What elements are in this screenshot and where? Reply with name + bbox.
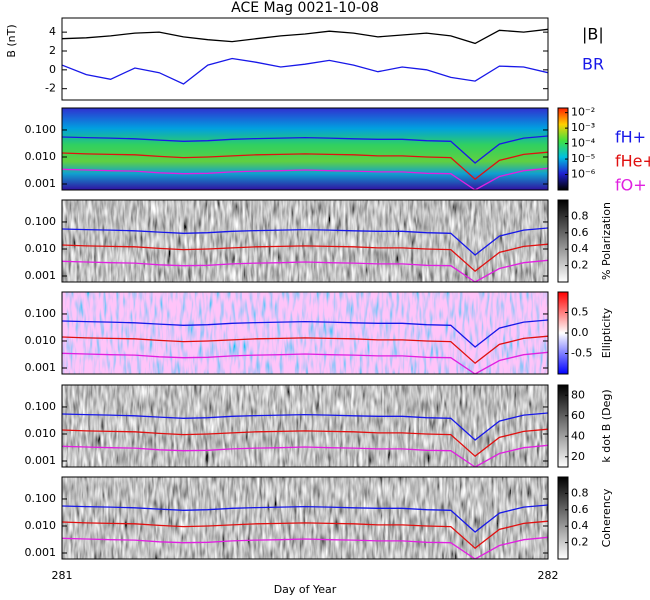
y-tick-label: 0 <box>49 63 56 76</box>
series-line <box>62 167 548 190</box>
colorbar-tick-label: 10⁻³ <box>571 121 595 134</box>
colorbar-tick-label: 10⁻² <box>571 106 595 119</box>
y-tick-label: 0.001 <box>25 177 57 190</box>
colorbar-tick-label: 80 <box>571 388 585 401</box>
series-line <box>62 227 548 256</box>
spectrogram-image <box>62 108 548 190</box>
colorbar-tick-label: -0.5 <box>571 347 592 360</box>
y-tick-label: 2 <box>49 44 56 57</box>
colorbar-tick-label: 0.5 <box>571 306 589 319</box>
colorbar-tick-label: 10⁻⁶ <box>571 168 596 181</box>
series-line <box>62 428 548 458</box>
colorbar-tick-label: 60 <box>571 409 585 422</box>
plot-frame <box>61 384 549 468</box>
series-line <box>62 412 548 441</box>
colorbar-tick-label: 0.8 <box>571 486 589 499</box>
series-line <box>62 28 548 45</box>
colorbar-tick-label: 0.6 <box>571 503 589 516</box>
colorbar-tick-label: 20 <box>571 450 585 463</box>
series-line <box>62 259 548 282</box>
y-tick-label: 0.001 <box>25 454 57 467</box>
legend-label: fO+ <box>615 176 647 195</box>
colorbar <box>557 384 569 468</box>
colorbar-tick-label: 0.0 <box>571 326 589 339</box>
spectrogram-image <box>62 385 548 467</box>
y-tick-label: 0.100 <box>25 123 57 136</box>
colorbar-tick-label: 40 <box>571 429 585 442</box>
legend-label: fH+ <box>615 128 646 147</box>
legend-label: BR <box>582 55 604 74</box>
colorbar-label: Ellipticity <box>600 307 613 358</box>
series-line <box>62 151 548 181</box>
colorbar-tick-label: 0.6 <box>571 226 589 239</box>
chart-title: ACE Mag 0021-10-08 <box>231 0 379 16</box>
spectrogram-image <box>62 200 548 282</box>
series-line <box>62 335 548 365</box>
y-tick-label: -2 <box>45 82 56 95</box>
y-tick-label: 0.100 <box>25 307 57 320</box>
y-tick-label: 0.010 <box>25 427 57 440</box>
colorbar-tick-label: 0.4 <box>571 519 589 532</box>
colorbar <box>557 476 569 560</box>
y-tick-label: 0.001 <box>25 361 57 374</box>
y-tick-label: 0.010 <box>25 334 57 347</box>
series-line <box>62 243 548 273</box>
plot-frame <box>61 17 549 101</box>
series-line <box>62 135 548 164</box>
legend-label: fHe+ <box>615 152 650 171</box>
y-tick-label: 0.100 <box>25 215 57 228</box>
legend-label: |B| <box>582 25 604 44</box>
plot-frame <box>61 291 549 375</box>
y-tick-label: 0.010 <box>25 242 57 255</box>
series-line <box>62 504 548 533</box>
y-tick-label: 0.100 <box>25 492 57 505</box>
x-tick-label: 282 <box>538 569 559 582</box>
colorbar-tick-label: 0.8 <box>571 209 589 222</box>
x-axis-label: Day of Year <box>274 583 337 596</box>
colorbar-label: Coherency <box>600 488 613 547</box>
spectrogram-image <box>62 477 548 559</box>
colorbar-tick-label: 10⁻⁴ <box>571 137 596 150</box>
spectrogram-image <box>62 292 548 374</box>
series-line <box>62 319 548 348</box>
series-line <box>62 351 548 374</box>
series-line <box>62 444 548 467</box>
series-line <box>62 57 548 85</box>
y-tick-label: 0.100 <box>25 400 57 413</box>
y-tick-label: 0.001 <box>25 546 57 559</box>
series-line <box>62 536 548 559</box>
plot-frame <box>61 107 549 191</box>
colorbar-label: k dot B (Deg) <box>600 389 613 462</box>
colorbar-tick-label: 0.2 <box>571 536 589 549</box>
colorbar <box>557 107 569 191</box>
series-line <box>62 520 548 550</box>
colorbar-label: % Polarization <box>600 202 613 280</box>
y-axis-label: B (nT) <box>5 24 18 57</box>
plot-frame <box>61 476 549 560</box>
colorbar <box>557 199 569 283</box>
x-tick-label: 281 <box>52 569 73 582</box>
plot-frame <box>61 199 549 283</box>
colorbar-tick-label: 0.2 <box>571 259 589 272</box>
y-tick-label: 0.010 <box>25 519 57 532</box>
y-tick-label: 4 <box>49 25 56 38</box>
y-tick-label: 0.010 <box>25 150 57 163</box>
colorbar-tick-label: 0.4 <box>571 242 589 255</box>
colorbar-tick-label: 10⁻⁵ <box>571 152 595 165</box>
y-tick-label: 0.001 <box>25 269 57 282</box>
